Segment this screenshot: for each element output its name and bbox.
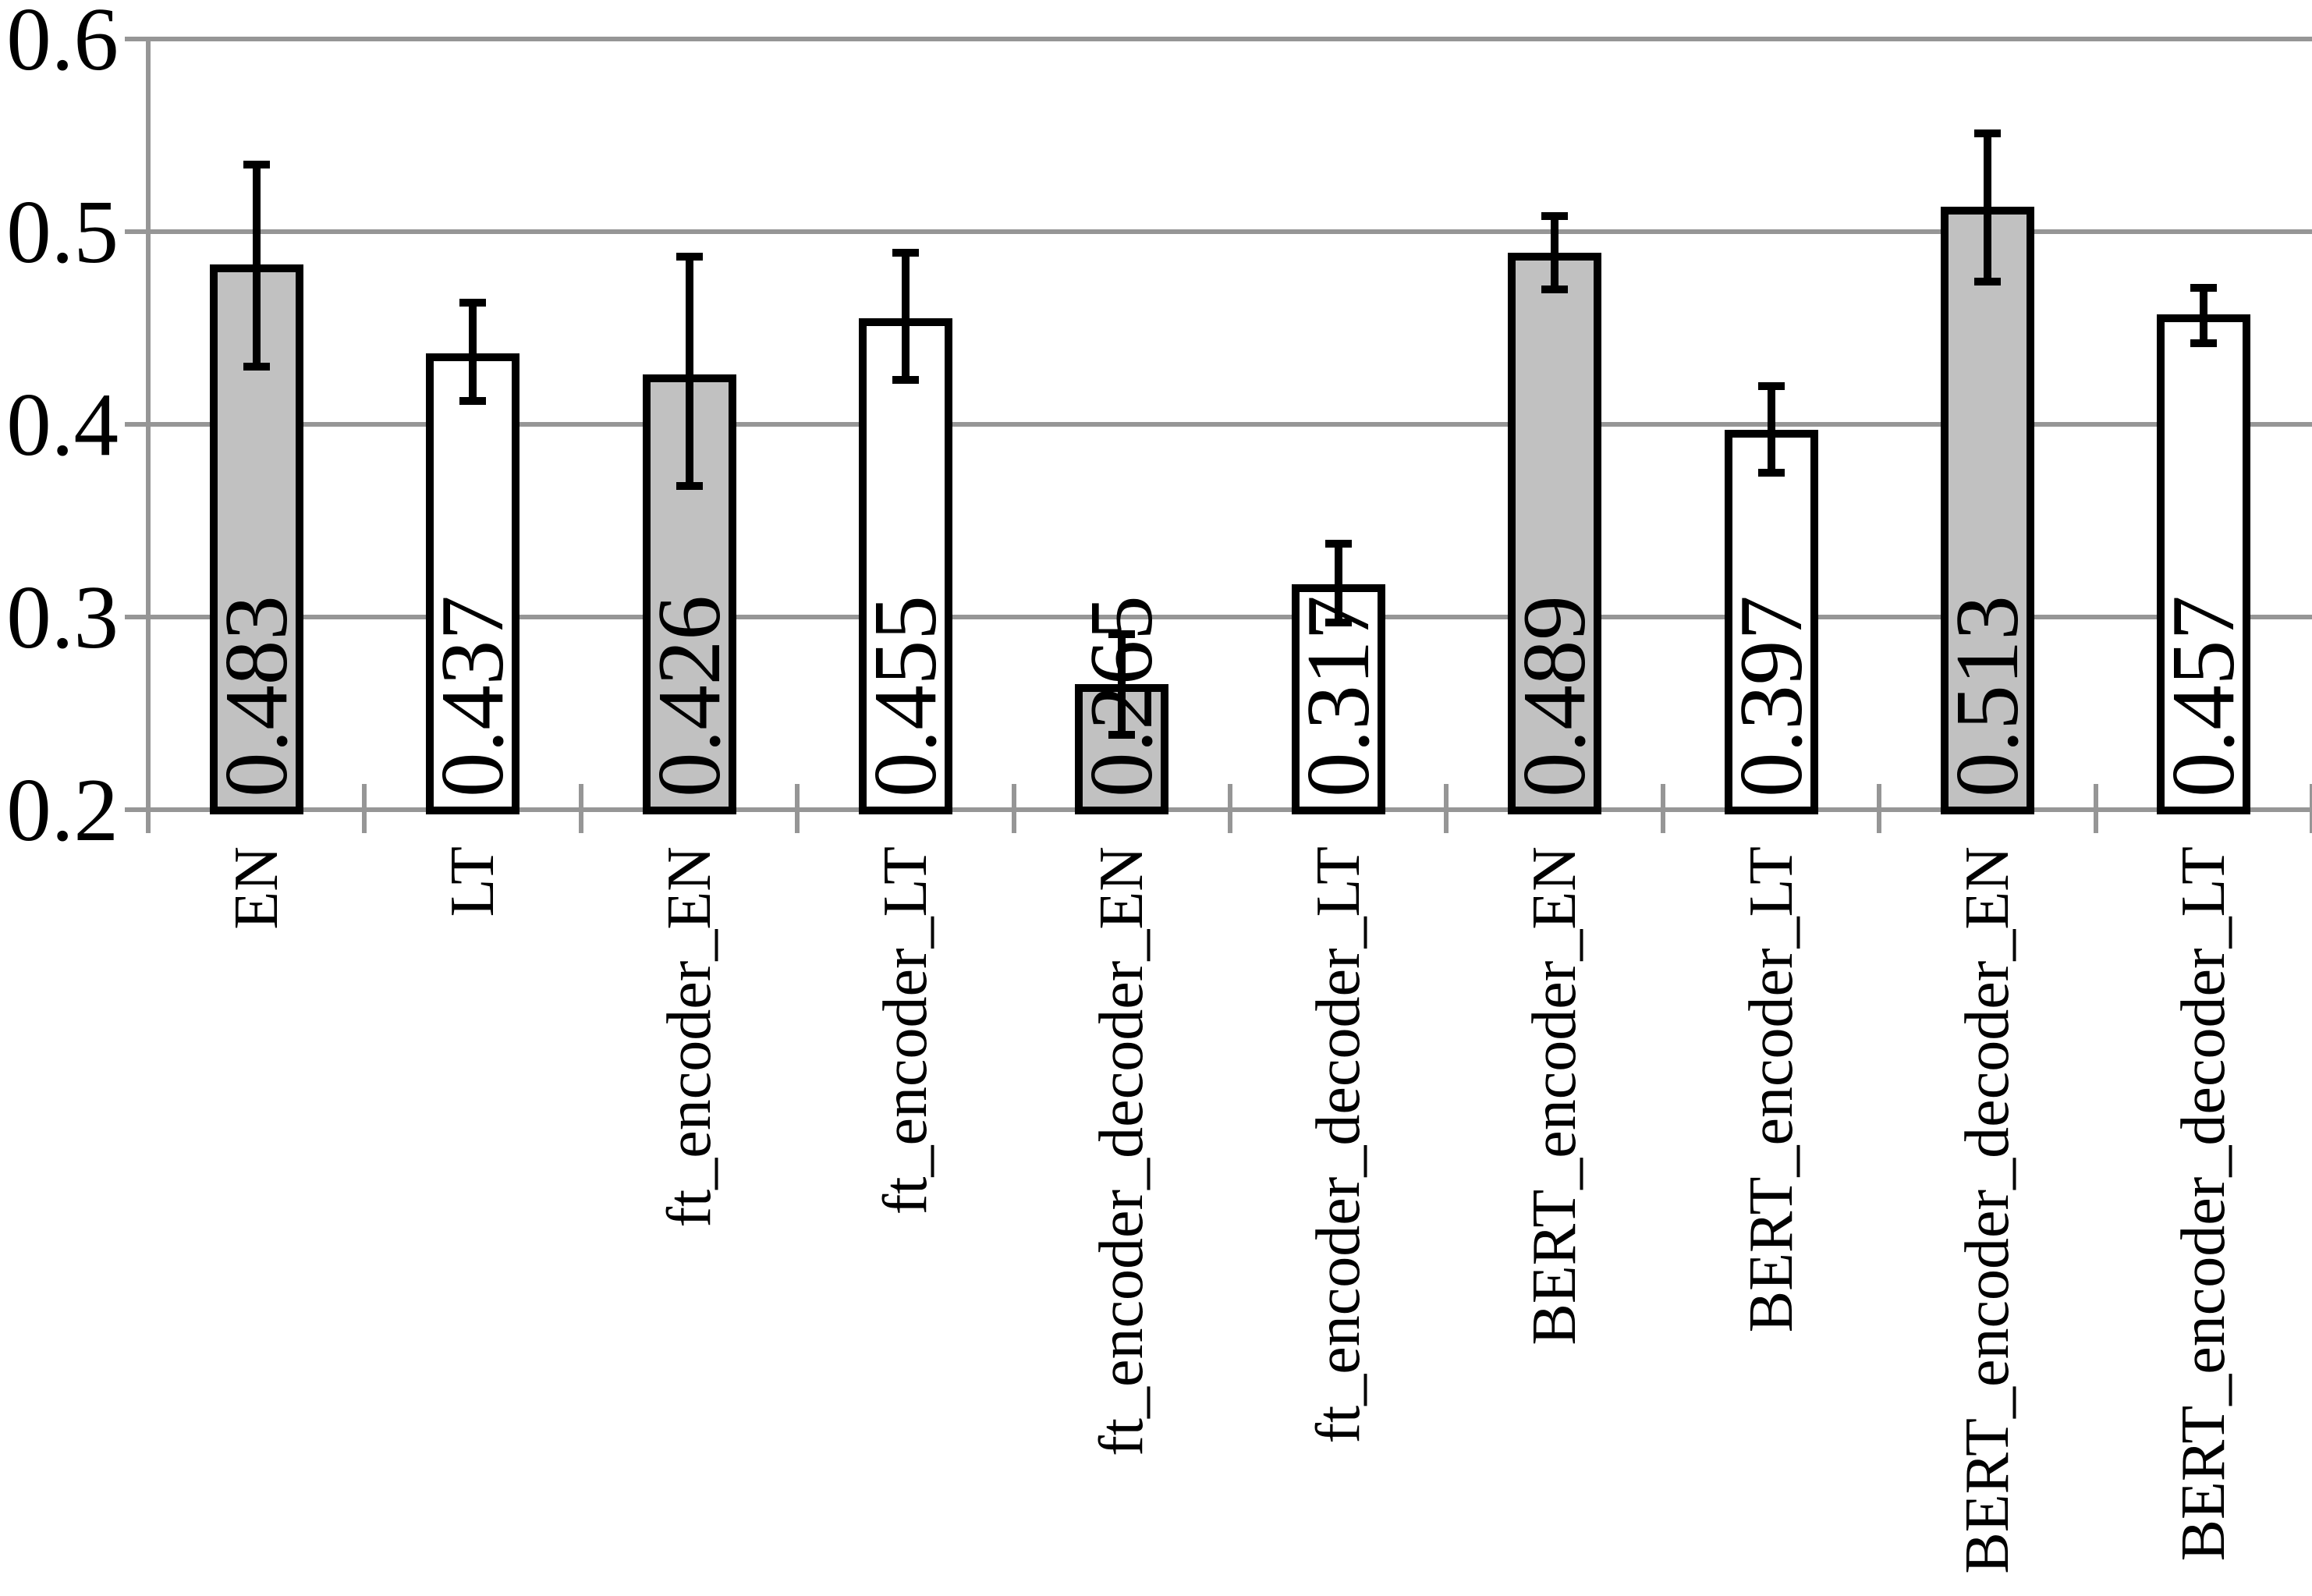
bar <box>2157 314 2251 814</box>
y-axis-label: 0.2 <box>6 761 119 860</box>
error-bar-top-cap <box>676 253 703 261</box>
value-label: 0.457 <box>2154 595 2253 797</box>
error-bar <box>1118 634 1126 735</box>
x-tick <box>578 784 583 833</box>
error-bar-bottom-cap <box>2190 339 2218 348</box>
error-bar-top-cap <box>1108 630 1136 639</box>
value-label: 0.483 <box>206 595 306 797</box>
error-bar-top-cap <box>459 299 487 307</box>
error-bar-bottom-cap <box>892 376 919 385</box>
x-axis-label: BERT_encoder_EN <box>1520 846 1590 1346</box>
error-bar-bottom-cap <box>1757 468 1785 477</box>
value-label: 0.265 <box>1072 595 1172 797</box>
error-bar-bottom-cap <box>1541 286 1569 294</box>
error-bar-bottom-cap <box>1108 730 1136 739</box>
value-label: 0.426 <box>639 595 739 797</box>
error-bar <box>252 164 261 367</box>
error-bar-top-cap <box>1973 129 2001 138</box>
x-axis-label: EN <box>222 846 291 930</box>
x-tick <box>2093 784 2098 833</box>
value-label: 0.489 <box>1505 595 1605 797</box>
error-bar-top-cap <box>2190 283 2218 292</box>
error-bar <box>1334 544 1342 623</box>
y-axis-label: 0.5 <box>6 183 119 282</box>
x-axis-label: BERT_encoder_decoder_LT <box>2169 846 2239 1562</box>
error-bar-top-cap <box>1541 212 1569 221</box>
x-axis-label: ft_encoder_EN <box>654 846 724 1228</box>
x-axis-label: LT <box>438 846 508 917</box>
x-tick <box>1660 784 1665 833</box>
x-axis-label: ft_encoder_LT <box>871 846 940 1215</box>
error-bar-bottom-cap <box>1973 278 2001 286</box>
x-tick <box>1228 784 1232 833</box>
x-axis-label: BERT_encoder_LT <box>1736 846 1806 1333</box>
error-bar <box>685 257 693 487</box>
y-axis-line <box>146 39 151 833</box>
x-tick <box>1877 784 1882 833</box>
x-axis-label: ft_encoder_decoder_LT <box>1303 846 1373 1444</box>
error-bar <box>901 253 910 381</box>
bar <box>1724 430 1818 814</box>
value-label: 0.437 <box>423 595 523 797</box>
x-tick <box>1011 784 1016 833</box>
gridline <box>125 807 2312 812</box>
value-label: 0.397 <box>1721 595 1821 797</box>
error-bar <box>1551 216 1559 290</box>
value-label: 0.513 <box>1937 595 2037 797</box>
gridline <box>125 422 2312 427</box>
y-axis-label: 0.4 <box>6 375 119 474</box>
y-axis-label: 0.3 <box>6 568 119 667</box>
x-axis-label: ft_encoder_decoder_EN <box>1087 846 1157 1456</box>
x-tick <box>1444 784 1449 833</box>
y-axis-label: 0.6 <box>6 0 119 89</box>
error-bar-top-cap <box>243 160 270 168</box>
x-tick <box>2310 784 2312 833</box>
error-bar <box>1767 385 1775 473</box>
value-label: 0.455 <box>855 595 955 797</box>
error-bar-bottom-cap <box>459 397 487 406</box>
gridline <box>125 615 2312 619</box>
error-bar <box>1983 133 1991 282</box>
error-bar-top-cap <box>1324 540 1352 548</box>
gridline <box>125 37 2312 41</box>
error-bar <box>469 303 477 402</box>
bar <box>426 353 520 814</box>
gridline <box>125 229 2312 234</box>
x-tick <box>146 784 151 833</box>
value-label: 0.317 <box>1288 595 1388 797</box>
error-bar-top-cap <box>1757 381 1785 390</box>
error-bar-top-cap <box>892 249 919 257</box>
error-bar-bottom-cap <box>676 482 703 491</box>
x-tick <box>795 784 800 833</box>
error-bar-bottom-cap <box>1324 619 1352 627</box>
error-bar <box>2200 287 2208 344</box>
x-tick <box>362 784 367 833</box>
error-bar-bottom-cap <box>243 362 270 371</box>
bar <box>1940 206 2034 814</box>
x-axis-label: BERT_encoder_decoder_EN <box>1952 846 2022 1574</box>
